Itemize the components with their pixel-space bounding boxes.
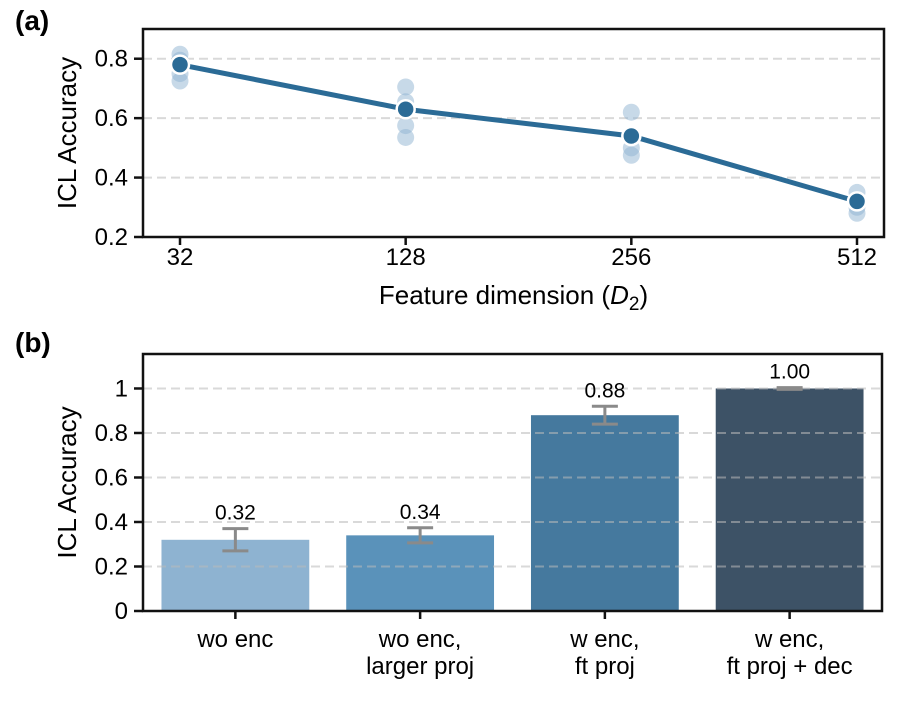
seed-point	[397, 128, 415, 146]
bar-value-label: 0.34	[400, 501, 441, 524]
y-tick-label: 0.8	[95, 46, 128, 73]
bar-value-label: 1.00	[769, 361, 810, 384]
x-tick-label: 512	[837, 244, 877, 271]
x-tick-label: wo enc	[196, 626, 273, 653]
bar-value-label: 0.32	[215, 502, 256, 525]
data-point-marker	[169, 54, 191, 75]
x-axis-label: Feature dimension (D2)	[379, 280, 648, 315]
seed-point	[622, 146, 640, 164]
x-tick-label: 256	[611, 244, 651, 271]
panel-b-letter: (b)	[15, 327, 51, 358]
x-tick-label: larger proj	[366, 653, 474, 680]
x-tick-label: ft proj + dec	[727, 653, 853, 680]
panel-b-bar-chart: 0.32 0.34 0.88 1.00 0 0.2 0.4 0.6 0.8 1 wo enc wo e…	[52, 352, 884, 680]
y-tick-label: 0.2	[95, 224, 128, 251]
data-point-marker	[395, 98, 416, 120]
y-tick-label: 0	[115, 598, 128, 625]
y-tick-label: 0.6	[95, 105, 128, 132]
y-tick-label: 0.8	[95, 420, 128, 447]
bar	[346, 535, 495, 611]
axes-frame	[141, 27, 886, 239]
x-tick-label: ft proj	[575, 653, 635, 680]
seed-point	[171, 72, 189, 90]
trend-line	[177, 62, 860, 204]
y-tick-label: 1	[115, 375, 128, 402]
bar	[715, 388, 864, 611]
bar	[530, 415, 679, 611]
data-point-marker	[846, 191, 868, 212]
x-tick-label: w enc,	[754, 626, 824, 653]
y-axis-label: ICL Accuracy	[52, 57, 82, 209]
seed-point	[397, 117, 415, 135]
panel-a-letter: (a)	[15, 5, 50, 36]
y-tick-label: 0.6	[95, 464, 128, 491]
seed-point	[397, 78, 415, 96]
y-tick-label: 0.4	[95, 509, 128, 536]
seed-point	[622, 103, 640, 121]
x-tick-label: w enc,	[569, 626, 639, 653]
x-tick-label: 128	[386, 244, 426, 271]
y-axis-label: ICL Accuracy	[52, 406, 82, 558]
panel-a-line-chart: 0.2 0.4 0.6 0.8 32 128 256 512 ICL Accuracy Featu…	[52, 27, 886, 315]
y-tick-label: 0.4	[95, 165, 128, 192]
data-point-marker	[621, 125, 642, 147]
bar-value-label: 0.88	[584, 379, 625, 402]
axes-frame	[141, 352, 884, 613]
y-tick-label: 0.2	[95, 553, 128, 580]
x-tick-label: 32	[167, 244, 194, 271]
x-tick-label: wo enc,	[378, 626, 462, 653]
